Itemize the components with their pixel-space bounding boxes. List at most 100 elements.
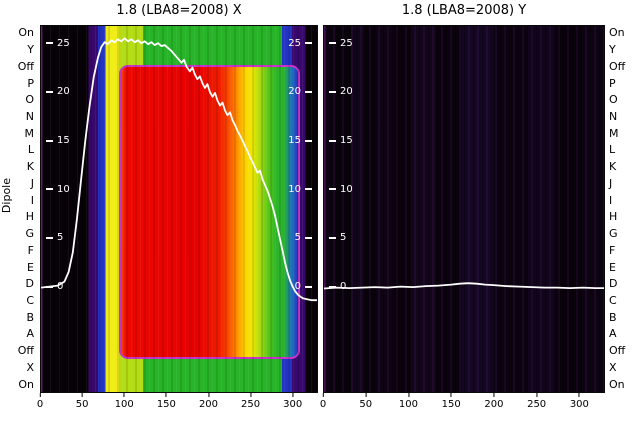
y-tick-label: 15	[46, 134, 70, 148]
row-label: C	[26, 294, 34, 307]
x-tick-label: 50	[75, 399, 89, 410]
heatmap-panel-x: 25 20 15 10 5 0 25 20 15 10 5 0	[40, 25, 318, 393]
row-label: A	[26, 327, 34, 341]
row-label: F	[609, 243, 616, 257]
x-tick: 50	[75, 393, 89, 410]
row-label: F	[27, 243, 34, 257]
row-label: On	[609, 26, 625, 40]
y-tick-value: 20	[340, 86, 353, 98]
y-tick-label: 25	[288, 36, 312, 50]
y-tick-label: 15	[288, 134, 312, 148]
x-tick: 200	[199, 393, 218, 410]
y-tick-value: 15	[57, 135, 70, 147]
row-label: G	[609, 227, 618, 241]
x-tick: 100	[399, 393, 418, 410]
tick-mark	[46, 42, 53, 45]
row-label: I	[609, 193, 613, 207]
tick-mark	[305, 42, 312, 45]
row-label: G	[25, 227, 34, 241]
row-label: J	[609, 176, 613, 190]
y-tick-value: 0	[294, 281, 301, 293]
y-tick-value: 25	[57, 37, 70, 49]
y-tick-value: 10	[57, 183, 70, 195]
row-label: L	[27, 143, 34, 157]
tick-mark	[305, 188, 312, 191]
y-tick-label: 10	[46, 182, 70, 196]
row-label: E	[27, 260, 34, 274]
x-tick: 200	[484, 393, 503, 410]
row-label: Off	[609, 59, 626, 73]
y-tick-label: 5	[295, 231, 312, 245]
y-tick-label: 15	[329, 134, 353, 148]
y-tick-label: 20	[288, 85, 312, 99]
row-label: H	[609, 210, 618, 224]
x-tick-label: 250	[241, 399, 261, 410]
x-tick-mark	[165, 393, 167, 397]
row-label: M	[24, 126, 35, 140]
left-panel-title: 1.8 (LBA8=2008) X	[116, 3, 242, 18]
y-tick-value: 20	[288, 86, 301, 98]
x-tick-label: 150	[156, 399, 176, 410]
row-label: K	[609, 160, 617, 174]
y-tick-value: 5	[57, 232, 64, 244]
x-tick-mark	[536, 393, 538, 397]
tick-mark	[305, 285, 312, 288]
tick-mark	[46, 236, 53, 239]
y-tick-label: 0	[295, 280, 312, 294]
y-tick-label: 25	[46, 36, 70, 50]
x-tick-mark	[292, 393, 294, 397]
tick-mark	[46, 139, 53, 142]
tick-mark	[329, 139, 336, 142]
y-tick-label: 25	[329, 36, 353, 50]
x-tick: 250	[241, 393, 260, 410]
row-label: E	[609, 260, 616, 274]
row-label: L	[609, 143, 616, 157]
x-tick-label: 0	[36, 399, 44, 410]
x-tick-label: 200	[198, 399, 219, 410]
row-label: Off	[17, 344, 34, 358]
y-tick-value: 15	[288, 135, 301, 147]
y-tick-value: 20	[57, 86, 70, 98]
row-label: O	[609, 93, 618, 107]
row-labels-right: On Y Off P O N M L K J I H G F E D C B A Off X On	[609, 25, 640, 393]
x-tick: 300	[570, 393, 589, 410]
x-tick-label: 100	[114, 399, 134, 410]
row-label: M	[609, 126, 619, 140]
y-tick-layer: 25 20 15 10 5 0 25 20 15 10 5 0	[41, 26, 317, 392]
x-tick-mark	[578, 393, 580, 397]
y-tick-value: 25	[340, 37, 353, 49]
tick-mark	[46, 90, 53, 93]
x-tick-label: 0	[319, 399, 327, 410]
row-label: X	[26, 360, 34, 374]
tick-mark	[329, 285, 336, 288]
heatmap-panel-y: 25 20 15 10 5 0	[323, 25, 605, 393]
y-tick-label: 0	[46, 280, 63, 294]
row-label: Off	[609, 344, 626, 358]
row-label: Y	[609, 43, 616, 57]
tick-mark	[305, 90, 312, 93]
row-label: Y	[27, 43, 34, 57]
x-tick-mark	[207, 393, 209, 397]
y-tick-value: 10	[288, 183, 301, 195]
y-tick-label: 5	[46, 231, 63, 245]
x-tick-label: 300	[283, 399, 303, 410]
y-tick-label: 20	[329, 85, 353, 99]
tick-mark	[46, 188, 53, 191]
row-label: J	[30, 176, 34, 190]
heatmap-bands	[324, 26, 604, 392]
row-label: B	[26, 310, 34, 324]
y-tick-label: 10	[329, 182, 353, 196]
x-tick-mark	[365, 393, 367, 397]
row-labels-left: On Y Off P O N M L K J I H G F E D C B A Off X On	[0, 25, 34, 393]
row-label: X	[609, 360, 617, 374]
x-tick: 300	[283, 393, 302, 410]
x-tick: 150	[157, 393, 176, 410]
tick-mark	[46, 285, 53, 288]
tick-mark	[329, 188, 336, 191]
row-label: D	[609, 277, 618, 291]
data-line	[41, 37, 317, 302]
row-label: On	[18, 26, 34, 40]
row-label: A	[609, 327, 617, 341]
tick-mark	[329, 42, 336, 45]
noise-texture	[324, 26, 604, 392]
